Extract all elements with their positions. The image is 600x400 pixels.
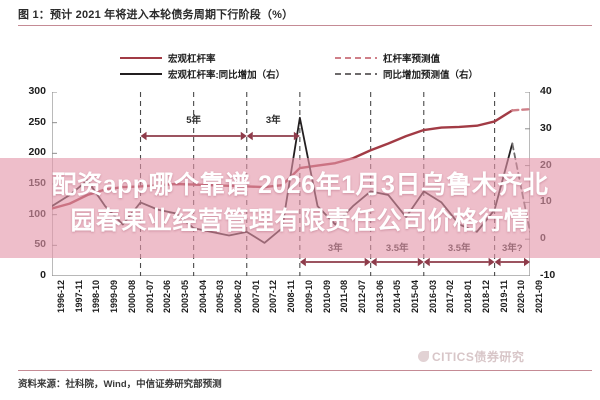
series-leverage-dashed bbox=[511, 107, 530, 112]
x-tick-label: 2007-01 bbox=[250, 280, 261, 314]
x-tick-label: 1997-11 bbox=[73, 280, 84, 313]
x-tick-label: 2017-02 bbox=[445, 280, 456, 314]
x-axis-labels: 1996-12 1997-11 1998-10 1999-09 2000-08 2001-… bbox=[52, 280, 544, 350]
y-tick-left-0: 0 bbox=[40, 269, 46, 281]
x-tick-label: 2009-10 bbox=[303, 280, 314, 314]
x-tick-label: 2000-08 bbox=[126, 280, 137, 314]
x-tick-label: 2019-11 bbox=[498, 280, 509, 313]
legend-item-yoy-forecast: 同比增加预测值（右） bbox=[335, 67, 478, 81]
x-tick-label: 2018-12 bbox=[480, 280, 491, 314]
brand-watermark: CITICS债券研究 bbox=[418, 348, 524, 365]
legend-row-1: 宏观杠杆率 杠杆率预测值 bbox=[120, 50, 550, 66]
x-tick-label: 1996-12 bbox=[56, 280, 66, 314]
x-tick-label: 1999-09 bbox=[109, 280, 120, 314]
span-annotation-label: 5年 bbox=[186, 115, 202, 126]
title-divider bbox=[18, 25, 592, 26]
overlay-text-line1: 配资app哪个靠谱 2026年1月3日乌鲁木齐北 bbox=[51, 171, 549, 199]
x-tick-label: 2007-12 bbox=[268, 280, 279, 314]
x-tick-label: 2008-11 bbox=[286, 280, 297, 313]
legend-item-leverage: 宏观杠杆率 bbox=[120, 51, 335, 65]
brand-watermark-text: CITICS债券研究 bbox=[432, 350, 525, 364]
y-tick-left-250: 250 bbox=[28, 115, 46, 128]
x-tick-label: 2015-04 bbox=[410, 280, 421, 314]
x-tick-label: 2001-07 bbox=[144, 280, 155, 314]
leaf-icon bbox=[418, 351, 429, 362]
y-tick-right-40: 40 bbox=[540, 85, 552, 97]
y-tick-left-200: 200 bbox=[28, 146, 46, 159]
x-tick-label: 2002-06 bbox=[162, 280, 173, 314]
x-tick-label: 2018-01 bbox=[463, 280, 474, 314]
legend-row-2: 宏观杠杆率:同比增加（右） 同比增加预测值（右） bbox=[120, 66, 550, 82]
x-tick-label: 2014-05 bbox=[392, 280, 403, 314]
x-tick-label: 2020-10 bbox=[516, 280, 527, 314]
page-title: 图 1：预计 2021 年将进入本轮债务周期下行阶段（%） bbox=[18, 9, 294, 21]
overlay-band bbox=[0, 158, 600, 258]
x-tick-label: 2016-03 bbox=[427, 280, 438, 314]
footer-divider bbox=[18, 370, 592, 371]
legend-item-yoy: 宏观杠杆率:同比增加（右） bbox=[120, 67, 335, 81]
x-tick-label: 2010-09 bbox=[321, 280, 332, 314]
x-tick-label: 2013-06 bbox=[374, 280, 385, 314]
overlay-text-line2: 园春果业经营管理有限责任公司价格行情 bbox=[70, 207, 530, 235]
legend-item-leverage-forecast: 杠杆率预测值 bbox=[335, 51, 440, 65]
legend-label-leverage-forecast: 杠杆率预测值 bbox=[383, 54, 441, 65]
legend-label-leverage: 宏观杠杆率 bbox=[168, 54, 216, 65]
x-tick-label: 2011-08 bbox=[339, 280, 350, 313]
legend-label-yoy: 宏观杠杆率:同比增加（右） bbox=[168, 70, 286, 81]
y-tick-left-300: 300 bbox=[28, 85, 46, 97]
x-tick-label: 1998-10 bbox=[91, 280, 102, 314]
x-tick-label: 2003-05 bbox=[179, 280, 190, 314]
span-annotation-label: 3年 bbox=[265, 115, 281, 126]
x-tick-label: 2005-03 bbox=[215, 280, 226, 314]
source-note: 资料来源：社科院，Wind，中信证券研究部预测 bbox=[18, 379, 222, 390]
y-tick-right-30: 30 bbox=[540, 121, 552, 134]
chart-legend: 宏观杠杆率 杠杆率预测值 宏观杠杆率:同比增加（右） 同比增加预测值（右） bbox=[120, 50, 550, 82]
x-tick-label: 2012-07 bbox=[356, 280, 367, 314]
x-tick-label: 2004-04 bbox=[197, 280, 208, 314]
x-tick-label: 2006-02 bbox=[233, 280, 244, 314]
x-tick-label: 2021-09 bbox=[534, 280, 544, 314]
y-tick-right--10: -10 bbox=[540, 269, 556, 281]
legend-label-yoy-forecast: 同比增加预测值（右） bbox=[383, 70, 479, 81]
